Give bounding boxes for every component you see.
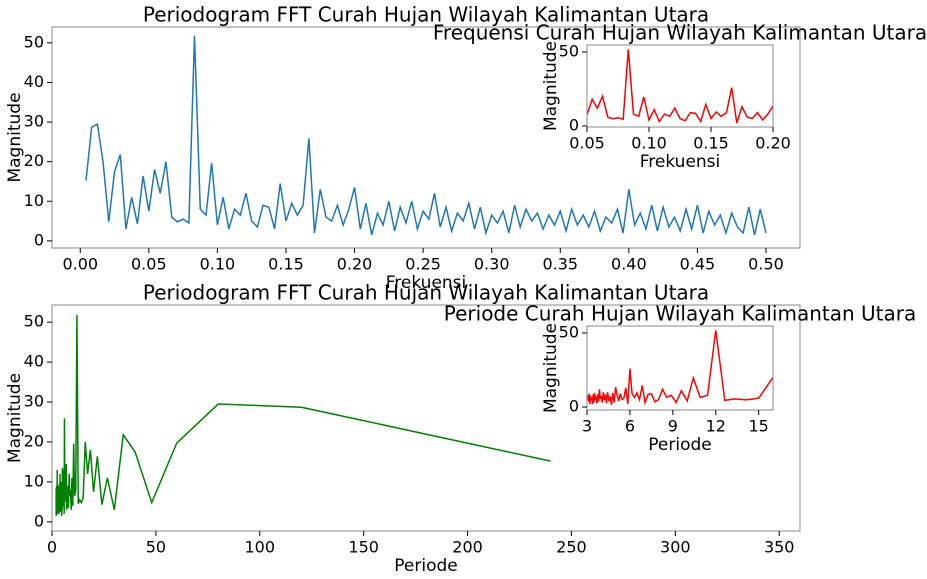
y-tick-label: 0 (34, 230, 44, 249)
y-tick-label: 10 (24, 471, 44, 490)
x-tick-label: 0.20 (337, 255, 373, 274)
x-tick-label: 300 (660, 538, 691, 557)
axes-frame (586, 325, 774, 411)
x-tick-label: 250 (556, 538, 587, 557)
y-tick-label: 20 (24, 431, 44, 450)
y-axis-label: Magnitude (5, 92, 25, 182)
x-tick-label: 0.45 (680, 255, 716, 274)
x-tick-label: 0.50 (748, 255, 784, 274)
x-tick-label: 0.10 (200, 255, 236, 274)
x-tick-label: 0.15 (693, 134, 729, 153)
x-tick-label: 0.10 (631, 134, 667, 153)
chart-title: Periodogram FFT Curah Hujan Wilayah Kali… (143, 3, 709, 27)
y-tick-label: 0 (34, 511, 44, 530)
x-axis-label: Periode (648, 435, 711, 455)
y-tick-label: 50 (559, 322, 579, 341)
x-tick-label: 6 (625, 417, 635, 436)
data-line (587, 330, 773, 406)
x-tick-label: 0.35 (542, 255, 578, 274)
y-tick-label: 20 (24, 151, 44, 170)
x-tick-label: 0.05 (569, 134, 605, 153)
data-line (587, 49, 773, 124)
chart-title: Periodogram FFT Curah Hujan Wilayah Kali… (143, 281, 709, 305)
x-tick-label: 0.00 (62, 255, 98, 274)
y-tick-label: 30 (24, 112, 44, 131)
y-tick-label: 0 (569, 397, 579, 416)
y-tick-label: 40 (24, 72, 44, 91)
x-tick-label: 150 (348, 538, 379, 557)
y-tick-label: 30 (24, 392, 44, 411)
x-tick-label: 3 (582, 417, 592, 436)
x-tick-label: 0.20 (755, 134, 791, 153)
x-axis-label: Frekuensi (386, 273, 467, 293)
x-tick-label: 9 (668, 417, 678, 436)
x-tick-label: 200 (452, 538, 483, 557)
y-tick-label: 10 (24, 191, 44, 210)
inset-title: Frequensi Curah Hujan Wilayah Kalimantan… (433, 21, 927, 45)
axes-frame (51, 304, 801, 532)
data-line (55, 314, 551, 516)
axes-frame (586, 44, 774, 128)
y-axis-label: Magnitude (541, 41, 561, 131)
x-tick-label: 15 (749, 417, 769, 436)
x-tick-label: 0.30 (474, 255, 510, 274)
inset-background (587, 45, 773, 127)
y-tick-label: 50 (24, 32, 44, 51)
x-tick-label: 0.15 (268, 255, 304, 274)
x-tick-label: 0.05 (131, 255, 167, 274)
y-tick-label: 50 (24, 312, 44, 331)
axes-frame (51, 26, 801, 249)
x-tick-label: 0.40 (611, 255, 647, 274)
y-tick-label: 40 (24, 352, 44, 371)
y-axis-label: Magnitude (5, 373, 25, 463)
x-tick-label: 12 (706, 417, 726, 436)
inset-title: Periode Curah Hujan Wilayah Kalimantan U… (444, 302, 916, 326)
x-axis-label: Periode (394, 556, 457, 576)
x-tick-label: 50 (146, 538, 166, 557)
y-axis-label: Magnitude (541, 323, 561, 413)
x-tick-label: 0 (47, 538, 57, 557)
y-tick-label: 0 (569, 115, 579, 134)
x-tick-label: 100 (245, 538, 276, 557)
x-tick-label: 350 (764, 538, 795, 557)
y-tick-label: 50 (559, 41, 579, 60)
data-line (85, 35, 767, 236)
x-axis-label: Frekuensi (640, 152, 721, 172)
x-tick-label: 0.25 (405, 255, 441, 274)
